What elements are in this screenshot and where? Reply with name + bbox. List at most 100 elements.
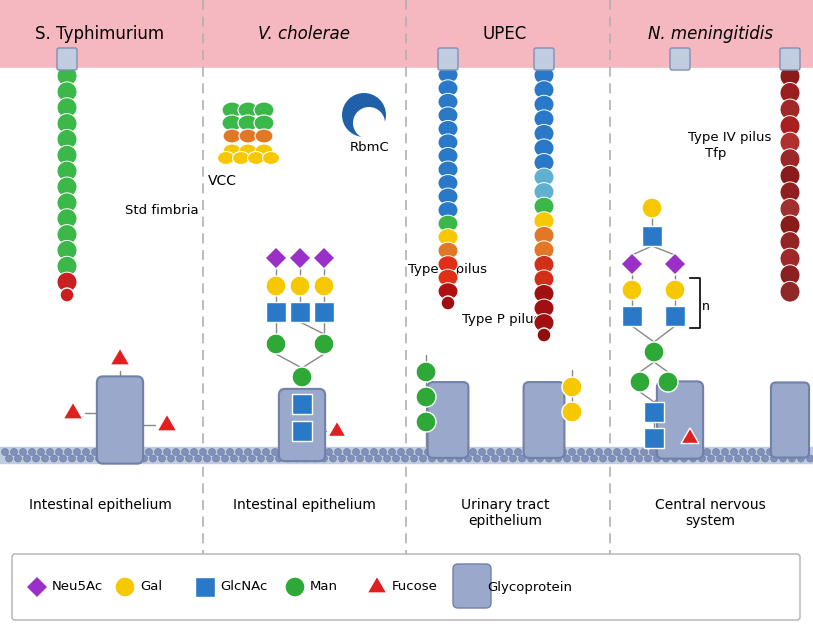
Ellipse shape: [438, 107, 458, 124]
Ellipse shape: [534, 153, 554, 172]
Circle shape: [712, 448, 720, 456]
Ellipse shape: [255, 144, 273, 158]
Circle shape: [50, 455, 58, 462]
Ellipse shape: [780, 182, 800, 203]
Polygon shape: [289, 247, 311, 269]
Ellipse shape: [534, 255, 554, 274]
Circle shape: [272, 448, 279, 456]
Circle shape: [568, 448, 576, 456]
Ellipse shape: [254, 102, 274, 118]
Ellipse shape: [438, 80, 458, 97]
Circle shape: [460, 448, 467, 456]
Circle shape: [622, 280, 642, 300]
Circle shape: [441, 296, 455, 310]
Circle shape: [411, 455, 418, 462]
Circle shape: [302, 455, 310, 462]
Circle shape: [740, 448, 746, 456]
Circle shape: [128, 448, 134, 456]
Text: Type P pilus: Type P pilus: [462, 314, 541, 327]
Circle shape: [645, 455, 651, 462]
Ellipse shape: [534, 314, 554, 332]
Circle shape: [110, 448, 116, 456]
Text: Man: Man: [310, 580, 338, 593]
Circle shape: [325, 448, 333, 456]
Circle shape: [329, 455, 337, 462]
Circle shape: [119, 448, 125, 456]
Circle shape: [344, 448, 350, 456]
Circle shape: [519, 455, 525, 462]
Ellipse shape: [223, 129, 241, 143]
Ellipse shape: [238, 102, 258, 118]
Ellipse shape: [438, 161, 458, 178]
Bar: [314, 302, 334, 322]
Ellipse shape: [239, 144, 257, 158]
Ellipse shape: [780, 99, 800, 120]
Circle shape: [266, 334, 286, 354]
Text: Type 1 pilus: Type 1 pilus: [408, 264, 487, 277]
Circle shape: [146, 448, 153, 456]
Circle shape: [231, 455, 237, 462]
Circle shape: [24, 455, 31, 462]
FancyBboxPatch shape: [670, 48, 690, 70]
Circle shape: [563, 455, 571, 462]
Circle shape: [680, 455, 688, 462]
Circle shape: [537, 328, 551, 342]
Circle shape: [334, 448, 341, 456]
Circle shape: [420, 455, 427, 462]
Circle shape: [218, 448, 224, 456]
Circle shape: [424, 448, 432, 456]
Circle shape: [167, 455, 175, 462]
Ellipse shape: [534, 183, 554, 201]
FancyBboxPatch shape: [524, 382, 564, 458]
Text: S. Typhimurium: S. Typhimurium: [36, 25, 164, 43]
Text: Glycoprotein: Glycoprotein: [487, 580, 572, 593]
Circle shape: [537, 455, 544, 462]
Circle shape: [636, 455, 642, 462]
Polygon shape: [110, 348, 130, 365]
Circle shape: [623, 448, 629, 456]
Circle shape: [455, 455, 463, 462]
Circle shape: [771, 455, 777, 462]
Circle shape: [416, 412, 436, 432]
Circle shape: [473, 455, 480, 462]
Circle shape: [194, 455, 202, 462]
Circle shape: [694, 448, 702, 456]
Ellipse shape: [534, 110, 554, 128]
Circle shape: [793, 448, 801, 456]
Circle shape: [199, 448, 207, 456]
Circle shape: [292, 367, 312, 387]
Circle shape: [59, 455, 67, 462]
Text: V. cholerae: V. cholerae: [258, 25, 350, 43]
Circle shape: [446, 455, 454, 462]
Circle shape: [258, 455, 264, 462]
Text: GlcNAc: GlcNAc: [220, 580, 267, 593]
Circle shape: [137, 448, 144, 456]
Circle shape: [362, 448, 368, 456]
Ellipse shape: [780, 116, 800, 136]
Ellipse shape: [438, 202, 458, 218]
Ellipse shape: [438, 255, 458, 273]
Circle shape: [497, 448, 503, 456]
Ellipse shape: [780, 232, 800, 252]
Ellipse shape: [57, 272, 77, 292]
Ellipse shape: [780, 149, 800, 170]
Circle shape: [785, 448, 792, 456]
Circle shape: [451, 448, 459, 456]
Circle shape: [342, 93, 386, 137]
Circle shape: [689, 455, 697, 462]
Ellipse shape: [534, 95, 554, 113]
Circle shape: [240, 455, 246, 462]
Circle shape: [290, 276, 310, 296]
Circle shape: [659, 448, 666, 456]
Text: Neu5Ac: Neu5Ac: [52, 580, 103, 593]
Circle shape: [641, 448, 647, 456]
Circle shape: [698, 455, 706, 462]
Bar: [644, 428, 664, 448]
Circle shape: [101, 448, 107, 456]
Polygon shape: [26, 576, 48, 598]
Ellipse shape: [534, 81, 554, 99]
Circle shape: [562, 377, 582, 397]
Circle shape: [501, 455, 507, 462]
Circle shape: [762, 455, 768, 462]
Circle shape: [227, 448, 233, 456]
